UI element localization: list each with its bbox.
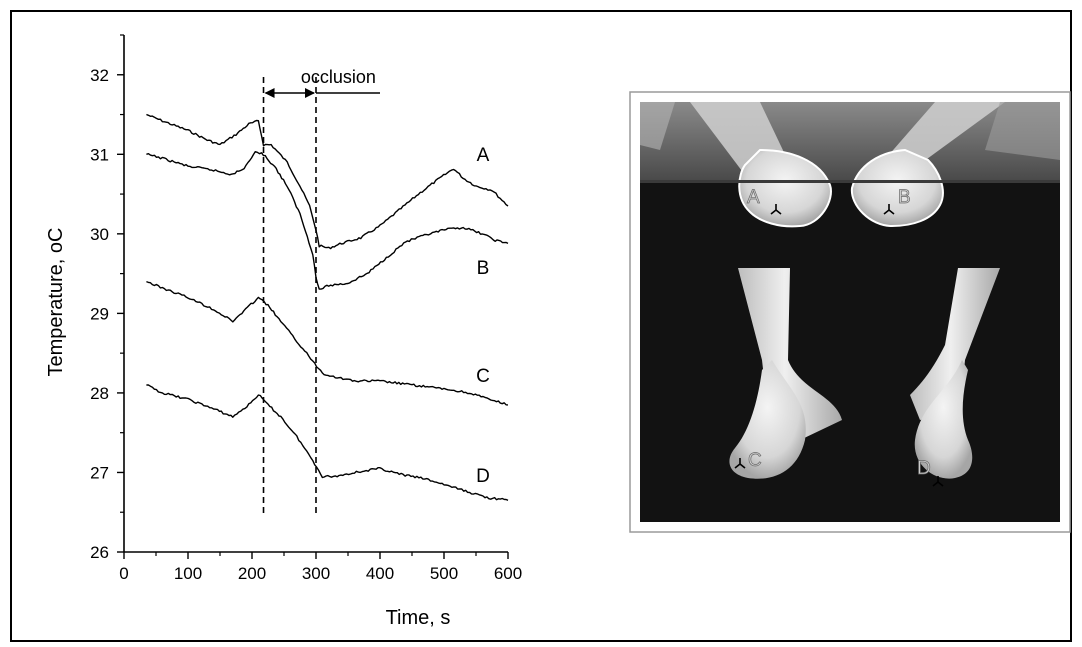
series-label-C: C bbox=[476, 366, 490, 387]
series-line-D bbox=[146, 384, 509, 501]
series-line-A bbox=[146, 113, 509, 250]
table-edge bbox=[640, 180, 1060, 183]
y-tick-label: 27 bbox=[90, 463, 109, 482]
right-foot bbox=[914, 360, 973, 479]
occlusion-label: occlusion bbox=[301, 67, 376, 87]
y-tick-label: 26 bbox=[90, 543, 109, 562]
right-hand bbox=[850, 148, 944, 228]
thermal-marker-D: D bbox=[917, 458, 931, 479]
marker-symbol-C bbox=[734, 458, 746, 469]
y-tick-label: 28 bbox=[90, 384, 109, 403]
series-line-B bbox=[146, 151, 509, 290]
thermal-marker-C: C bbox=[748, 450, 762, 471]
left-shoulder-shade bbox=[640, 102, 675, 150]
y-tick-label: 32 bbox=[90, 66, 109, 85]
series-label-B: B bbox=[477, 258, 490, 279]
y-tick-label: 29 bbox=[90, 304, 109, 323]
right-leg bbox=[910, 268, 1000, 420]
right-shoulder-shade bbox=[985, 102, 1060, 160]
occlusion-lines bbox=[262, 75, 317, 513]
thermal-marker-symbols bbox=[734, 204, 944, 487]
x-tick-label: 100 bbox=[174, 564, 202, 583]
x-tick-label: 500 bbox=[430, 564, 458, 583]
x-axis-title: Time, s bbox=[386, 607, 451, 629]
marker-symbol-B bbox=[883, 204, 895, 215]
x-tick-label: 600 bbox=[494, 564, 522, 583]
series-line-C bbox=[146, 280, 509, 406]
occlusion-arrow-right-head bbox=[305, 88, 315, 98]
left-leg bbox=[738, 268, 842, 450]
series-lines: A B C D bbox=[146, 113, 509, 501]
occlusion-arrow-left-head bbox=[264, 88, 275, 98]
ticks: 0 100 200 300 400 500 600 26 27 28 29 30 31 32 bbox=[90, 34, 522, 583]
left-hand bbox=[738, 148, 832, 228]
marker-symbol-A bbox=[770, 204, 782, 215]
y-axis-unit: oC bbox=[45, 228, 67, 254]
left-foot bbox=[729, 360, 806, 479]
series-label-D: D bbox=[476, 466, 490, 487]
y-tick-label: 31 bbox=[90, 145, 109, 164]
line-chart: 0 100 200 300 400 500 600 26 27 28 29 30 31 32 A B C D o… bbox=[45, 34, 522, 629]
x-tick-label: 0 bbox=[119, 564, 128, 583]
y-axis-title: Temperature, oC bbox=[45, 228, 67, 377]
x-tick-label: 300 bbox=[302, 564, 330, 583]
occlusion-annotation: occlusion bbox=[264, 67, 380, 98]
series-label-A: A bbox=[477, 145, 490, 166]
marker-symbol-D bbox=[932, 476, 944, 487]
thermal-image-panel: A B C D bbox=[629, 91, 1071, 533]
x-tick-label: 200 bbox=[238, 564, 266, 583]
thermal-marker-B: B bbox=[898, 187, 911, 208]
x-tick-label: 400 bbox=[366, 564, 394, 583]
thermal-marker-A: A bbox=[747, 187, 760, 208]
y-tick-label: 30 bbox=[90, 225, 109, 244]
y-axis-title-text: Temperature, bbox=[45, 253, 67, 376]
